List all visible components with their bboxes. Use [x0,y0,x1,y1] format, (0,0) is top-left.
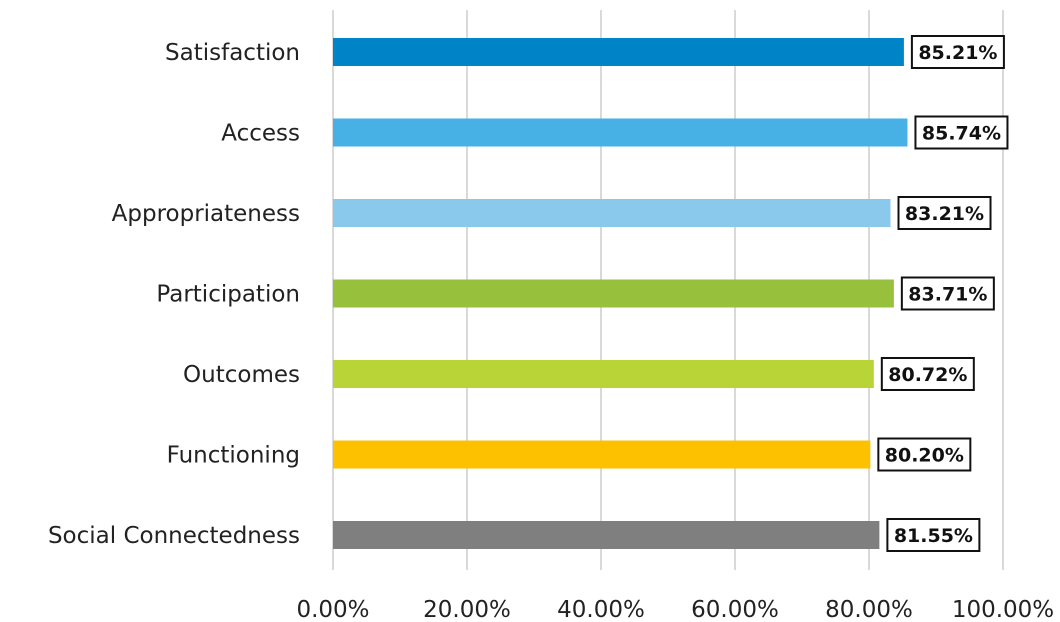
data-label-box [897,196,992,230]
data-label-box [900,276,995,311]
x-tick-labels: 0.00% 20.00% 40.00% 60.00% 80.00% 100.00% [296,597,1054,622]
bars [333,38,908,549]
data-label: 83.21% [905,203,984,225]
data-label-box [914,115,1009,150]
data-labels: 85.21% 85.74% 83.21% 83.71% 80.72% 80.20% 81.5… [877,35,1009,552]
bar [333,360,874,388]
category-label: Satisfaction [165,40,300,66]
category-labels: Satisfaction Access Appropriateness Partici… [48,40,300,549]
category-label: Outcomes [183,362,300,388]
x-tick-label: 40.00% [557,597,645,622]
data-label-box [877,437,972,472]
category-label: Participation [156,282,300,308]
bar [333,118,908,147]
data-label: 83.71% [908,284,987,306]
bar [333,521,880,549]
category-label: Appropriateness [112,201,300,227]
bar [333,38,904,66]
bar [333,440,871,469]
data-label: 85.74% [922,123,1001,145]
bar [333,279,894,308]
x-tick-label: 0.00% [296,597,369,622]
x-tick-label: 20.00% [423,597,511,622]
data-label-box [886,518,981,552]
x-tick-label: 80.00% [825,597,913,622]
x-tick-label: 60.00% [691,597,779,622]
data-label-box [880,357,975,391]
bar [333,199,891,227]
category-label: Social Connectedness [48,523,300,549]
data-label: 85.21% [918,42,997,64]
data-label: 80.20% [885,445,964,467]
data-label-box [910,35,1005,69]
data-label: 80.72% [888,364,967,386]
data-label: 81.55% [894,525,973,547]
category-label: Functioning [167,443,300,469]
x-tick-label: 100.00% [952,597,1054,622]
category-label: Access [221,121,300,147]
